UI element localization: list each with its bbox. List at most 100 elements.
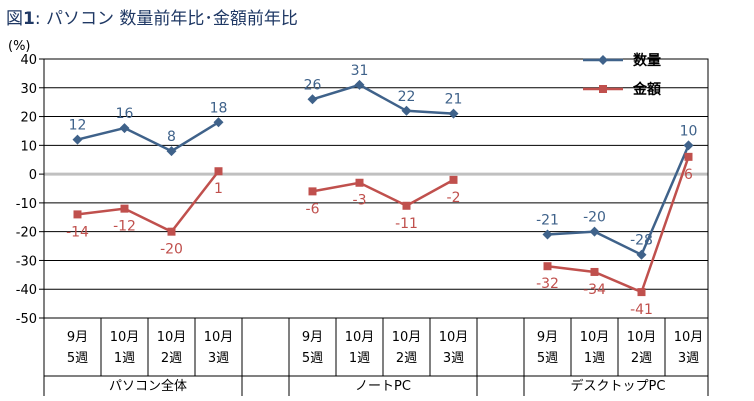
quantity-point — [166, 146, 177, 157]
quantity-point — [307, 94, 318, 105]
quantity-data-label: 18 — [210, 100, 228, 116]
category-label-line1: 10月 — [627, 330, 657, 345]
category-label-line2: 3週 — [208, 351, 229, 366]
amount-data-label: -41 — [630, 302, 653, 318]
quantity-point — [542, 229, 553, 240]
category-label-line2: 1週 — [349, 351, 370, 366]
quantity-data-label: 21 — [445, 92, 463, 108]
quantity-point — [401, 105, 412, 116]
quantity-data-label: 12 — [69, 118, 87, 134]
quantity-data-label: -20 — [583, 210, 606, 226]
amount-point — [637, 288, 646, 297]
amount-data-label: 6 — [684, 167, 693, 183]
amount-data-label: -2 — [447, 190, 461, 206]
quantity-data-label: 10 — [680, 123, 698, 139]
category-label-line1: 9月 — [67, 330, 88, 345]
y-tick-label: 0 — [29, 168, 37, 183]
y-tick-label: 30 — [20, 82, 37, 97]
category-label-line1: 10月 — [157, 330, 187, 345]
category-label-line1: 10月 — [439, 330, 469, 345]
title-prefix: 図 — [6, 9, 23, 29]
group-label: パソコン全体 — [109, 378, 187, 394]
amount-data-label: -32 — [536, 276, 559, 292]
chart-title: 図1: パソコン 数量前年比･金額前年比 — [6, 4, 298, 29]
amount-line — [547, 156, 690, 294]
y-tick-label: -50 — [16, 312, 37, 327]
y-tick-label: 40 — [20, 53, 37, 68]
amount-point — [684, 152, 693, 161]
quantity-line — [312, 83, 454, 115]
quantity-data-label: 22 — [398, 89, 416, 105]
amount-data-label: -34 — [583, 282, 606, 298]
series-layer: 12 16 8 18 -14 -12 -20 1 26 31 22 21 -6 -3 -11 -2 -21 -20… — [66, 63, 697, 318]
legend-label: 数量 — [633, 52, 661, 69]
group-label: ノートPC — [355, 379, 411, 394]
amount-data-label: 1 — [214, 181, 223, 197]
y-tick-label: 10 — [20, 139, 37, 154]
category-label-line2: 2週 — [396, 351, 417, 366]
category-label-line2: 2週 — [161, 351, 182, 366]
quantity-data-label: -28 — [630, 233, 653, 249]
amount-data-label: -6 — [306, 201, 320, 217]
amount-data-label: -11 — [395, 216, 418, 232]
y-axis-label: (%) — [8, 39, 31, 54]
amount-point — [590, 267, 599, 276]
title-number: 1 — [23, 9, 35, 29]
amount-point — [167, 227, 176, 236]
category-label-line2: 3週 — [443, 351, 464, 366]
category-label-line1: 10月 — [204, 330, 234, 345]
quantity-line — [77, 121, 220, 153]
amount-line — [77, 170, 220, 234]
amount-point — [120, 204, 129, 213]
amount-data-label: -20 — [160, 242, 183, 258]
quantity-point — [213, 117, 224, 128]
plot-area — [43, 58, 709, 319]
amount-point — [214, 167, 223, 176]
legend-label: 金額 — [632, 81, 661, 98]
y-tick-label: -10 — [16, 197, 37, 212]
quantity-point — [354, 79, 365, 90]
y-tick-label: -20 — [16, 226, 37, 241]
amount-point — [543, 262, 552, 271]
quantity-data-label: 31 — [351, 63, 369, 79]
amount-data-label: -3 — [353, 193, 367, 209]
category-label-line1: 10月 — [392, 330, 422, 345]
amount-point — [402, 201, 411, 210]
category-label-line2: 1週 — [584, 351, 605, 366]
amount-point — [73, 210, 82, 219]
category-label-line2: 3週 — [678, 351, 699, 366]
category-label-line2: 5週 — [67, 351, 88, 366]
category-label-line1: 9月 — [302, 330, 323, 345]
y-tick-label: -40 — [16, 283, 37, 298]
quantity-data-label: 26 — [304, 77, 322, 93]
amount-data-label: -12 — [113, 219, 136, 235]
category-label-line2: 1週 — [114, 351, 135, 366]
quantity-point — [119, 123, 130, 134]
quantity-line — [547, 144, 690, 257]
title-text: : パソコン 数量前年比･金額前年比 — [34, 9, 298, 29]
category-label-line1: 9月 — [537, 330, 558, 345]
quantity-data-label: 16 — [116, 106, 134, 122]
y-tick-label: -30 — [16, 254, 37, 269]
amount-data-label: -14 — [66, 224, 89, 240]
quantity-point — [448, 108, 459, 119]
category-label-line1: 10月 — [674, 330, 704, 345]
category-label-line2: 5週 — [302, 351, 323, 366]
amount-point — [355, 178, 364, 187]
group-label: デスクトップPC — [571, 378, 666, 394]
amount-line — [312, 178, 455, 208]
category-label-line2: 5週 — [537, 351, 558, 366]
amount-point — [308, 187, 317, 196]
amount-point — [449, 175, 458, 184]
category-label-line1: 10月 — [580, 330, 610, 345]
legend-marker — [599, 85, 607, 93]
category-label-line1: 10月 — [110, 330, 140, 345]
quantity-point — [72, 134, 83, 145]
quantity-data-label: -21 — [536, 213, 559, 229]
category-label-line2: 2週 — [631, 351, 652, 366]
quantity-point — [589, 226, 600, 237]
x-axis: 9月 5週 10月 1週 10月 2週 10月 3週 9月 5週 10月 1週 10月 2週 10月 3週 9月… — [43, 318, 709, 396]
quantity-point — [636, 249, 647, 260]
